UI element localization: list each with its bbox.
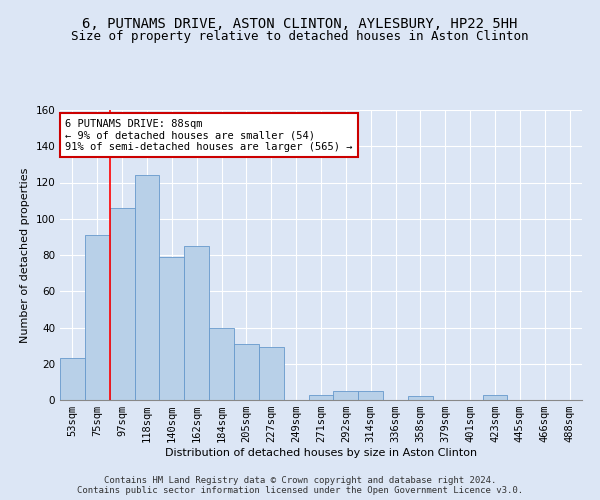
Bar (160, 257, 184, 400)
Bar (85, 235, 110, 400)
Bar (184, 246, 209, 400)
Bar (482, 394, 508, 400)
Bar (334, 391, 358, 400)
X-axis label: Distribution of detached houses by size in Aston Clinton: Distribution of detached houses by size … (165, 448, 477, 458)
Text: Size of property relative to detached houses in Aston Clinton: Size of property relative to detached ho… (71, 30, 529, 43)
Bar (408, 396, 433, 400)
Bar (234, 344, 259, 400)
Bar (60, 358, 85, 400)
Bar (358, 391, 383, 400)
Text: Contains public sector information licensed under the Open Government Licence v3: Contains public sector information licen… (77, 486, 523, 495)
Y-axis label: Number of detached properties: Number of detached properties (20, 168, 30, 342)
Text: Contains HM Land Registry data © Crown copyright and database right 2024.: Contains HM Land Registry data © Crown c… (104, 476, 496, 485)
Bar (209, 328, 234, 400)
Bar (259, 348, 284, 400)
Bar (308, 394, 334, 400)
Text: 6 PUTNAMS DRIVE: 88sqm
← 9% of detached houses are smaller (54)
91% of semi-deta: 6 PUTNAMS DRIVE: 88sqm ← 9% of detached … (65, 118, 353, 152)
Text: 6, PUTNAMS DRIVE, ASTON CLINTON, AYLESBURY, HP22 5HH: 6, PUTNAMS DRIVE, ASTON CLINTON, AYLESBU… (82, 18, 518, 32)
Bar (134, 176, 160, 400)
Bar (110, 208, 134, 400)
